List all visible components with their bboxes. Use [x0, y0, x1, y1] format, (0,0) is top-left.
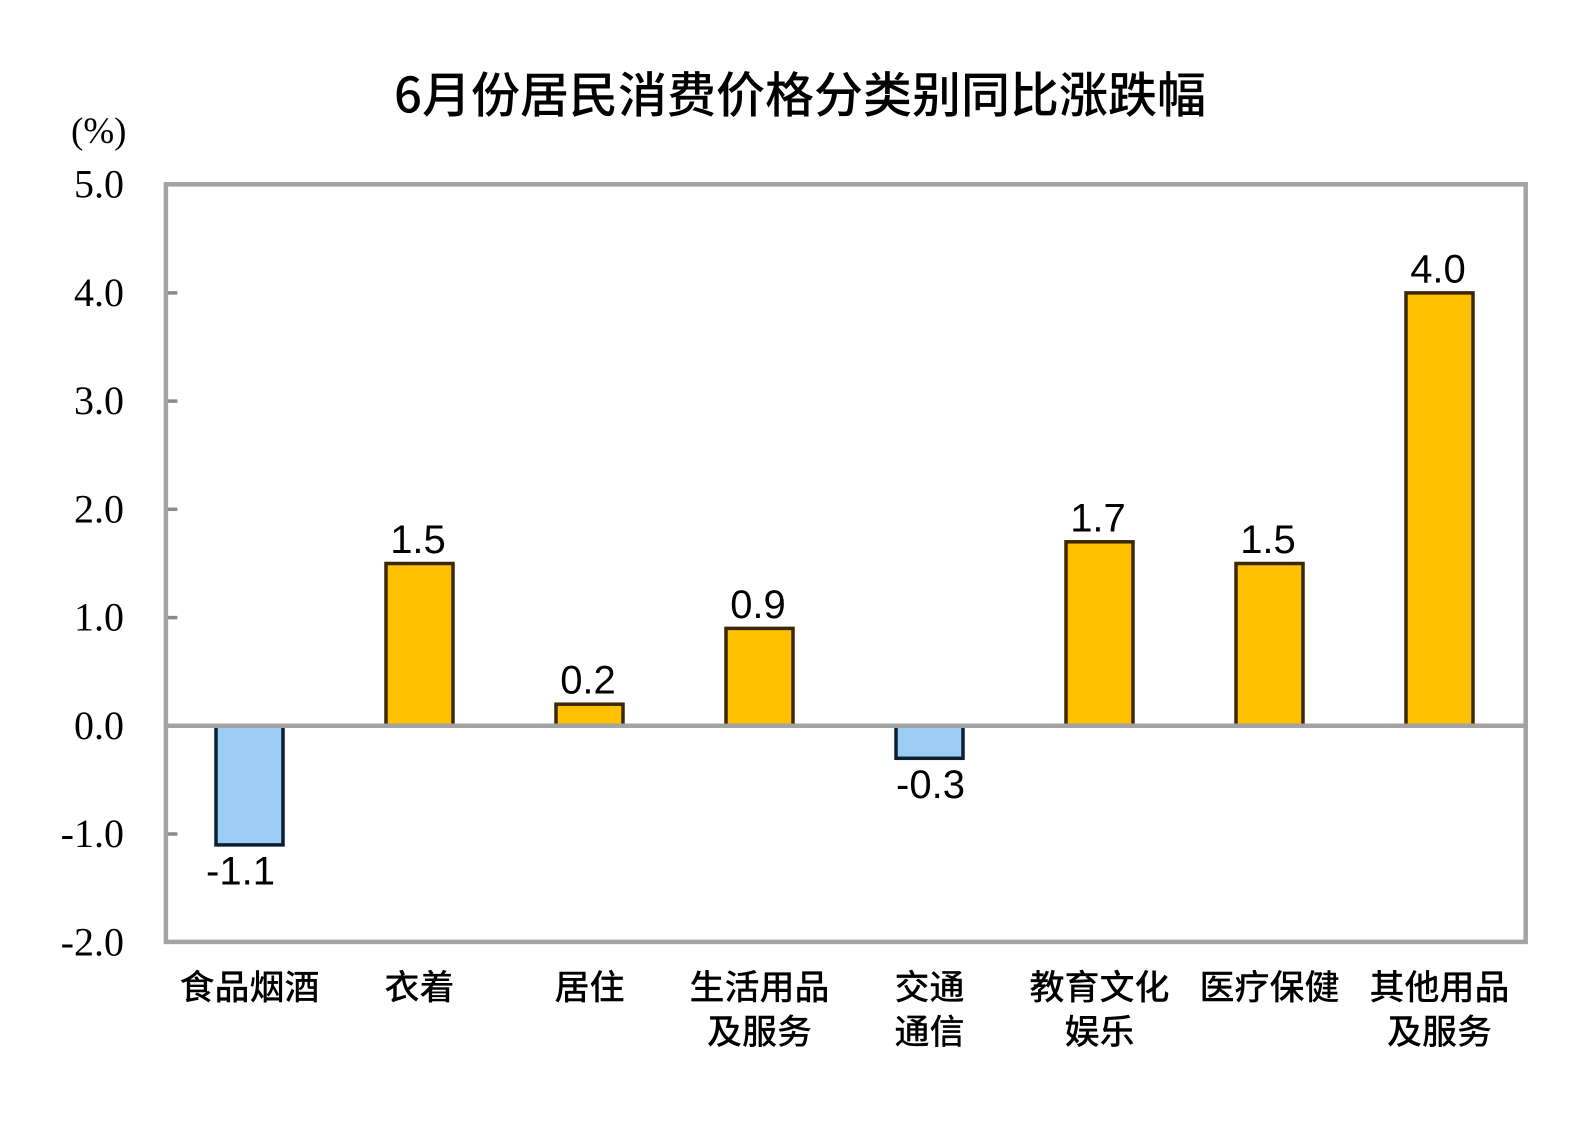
- svg-text:1.0: 1.0: [74, 595, 124, 640]
- svg-text:3.0: 3.0: [74, 378, 124, 423]
- svg-text:4.0: 4.0: [1410, 247, 1466, 291]
- svg-text:-2.0: -2.0: [61, 919, 124, 964]
- svg-text:5.0: 5.0: [74, 162, 124, 207]
- svg-text:-1.1: -1.1: [206, 849, 275, 893]
- svg-text:-0.3: -0.3: [896, 763, 965, 807]
- svg-text:1.5: 1.5: [1240, 518, 1296, 562]
- svg-text:2.0: 2.0: [74, 486, 124, 531]
- svg-text:0.9: 0.9: [730, 583, 786, 627]
- svg-text:1.5: 1.5: [390, 518, 446, 562]
- svg-text:0.0: 0.0: [74, 703, 124, 748]
- svg-text:1.7: 1.7: [1070, 496, 1126, 540]
- svg-text:0.2: 0.2: [560, 659, 616, 703]
- svg-text:4.0: 4.0: [74, 270, 124, 315]
- svg-text:(%): (%): [71, 111, 126, 152]
- svg-text:-1.0: -1.0: [61, 811, 124, 856]
